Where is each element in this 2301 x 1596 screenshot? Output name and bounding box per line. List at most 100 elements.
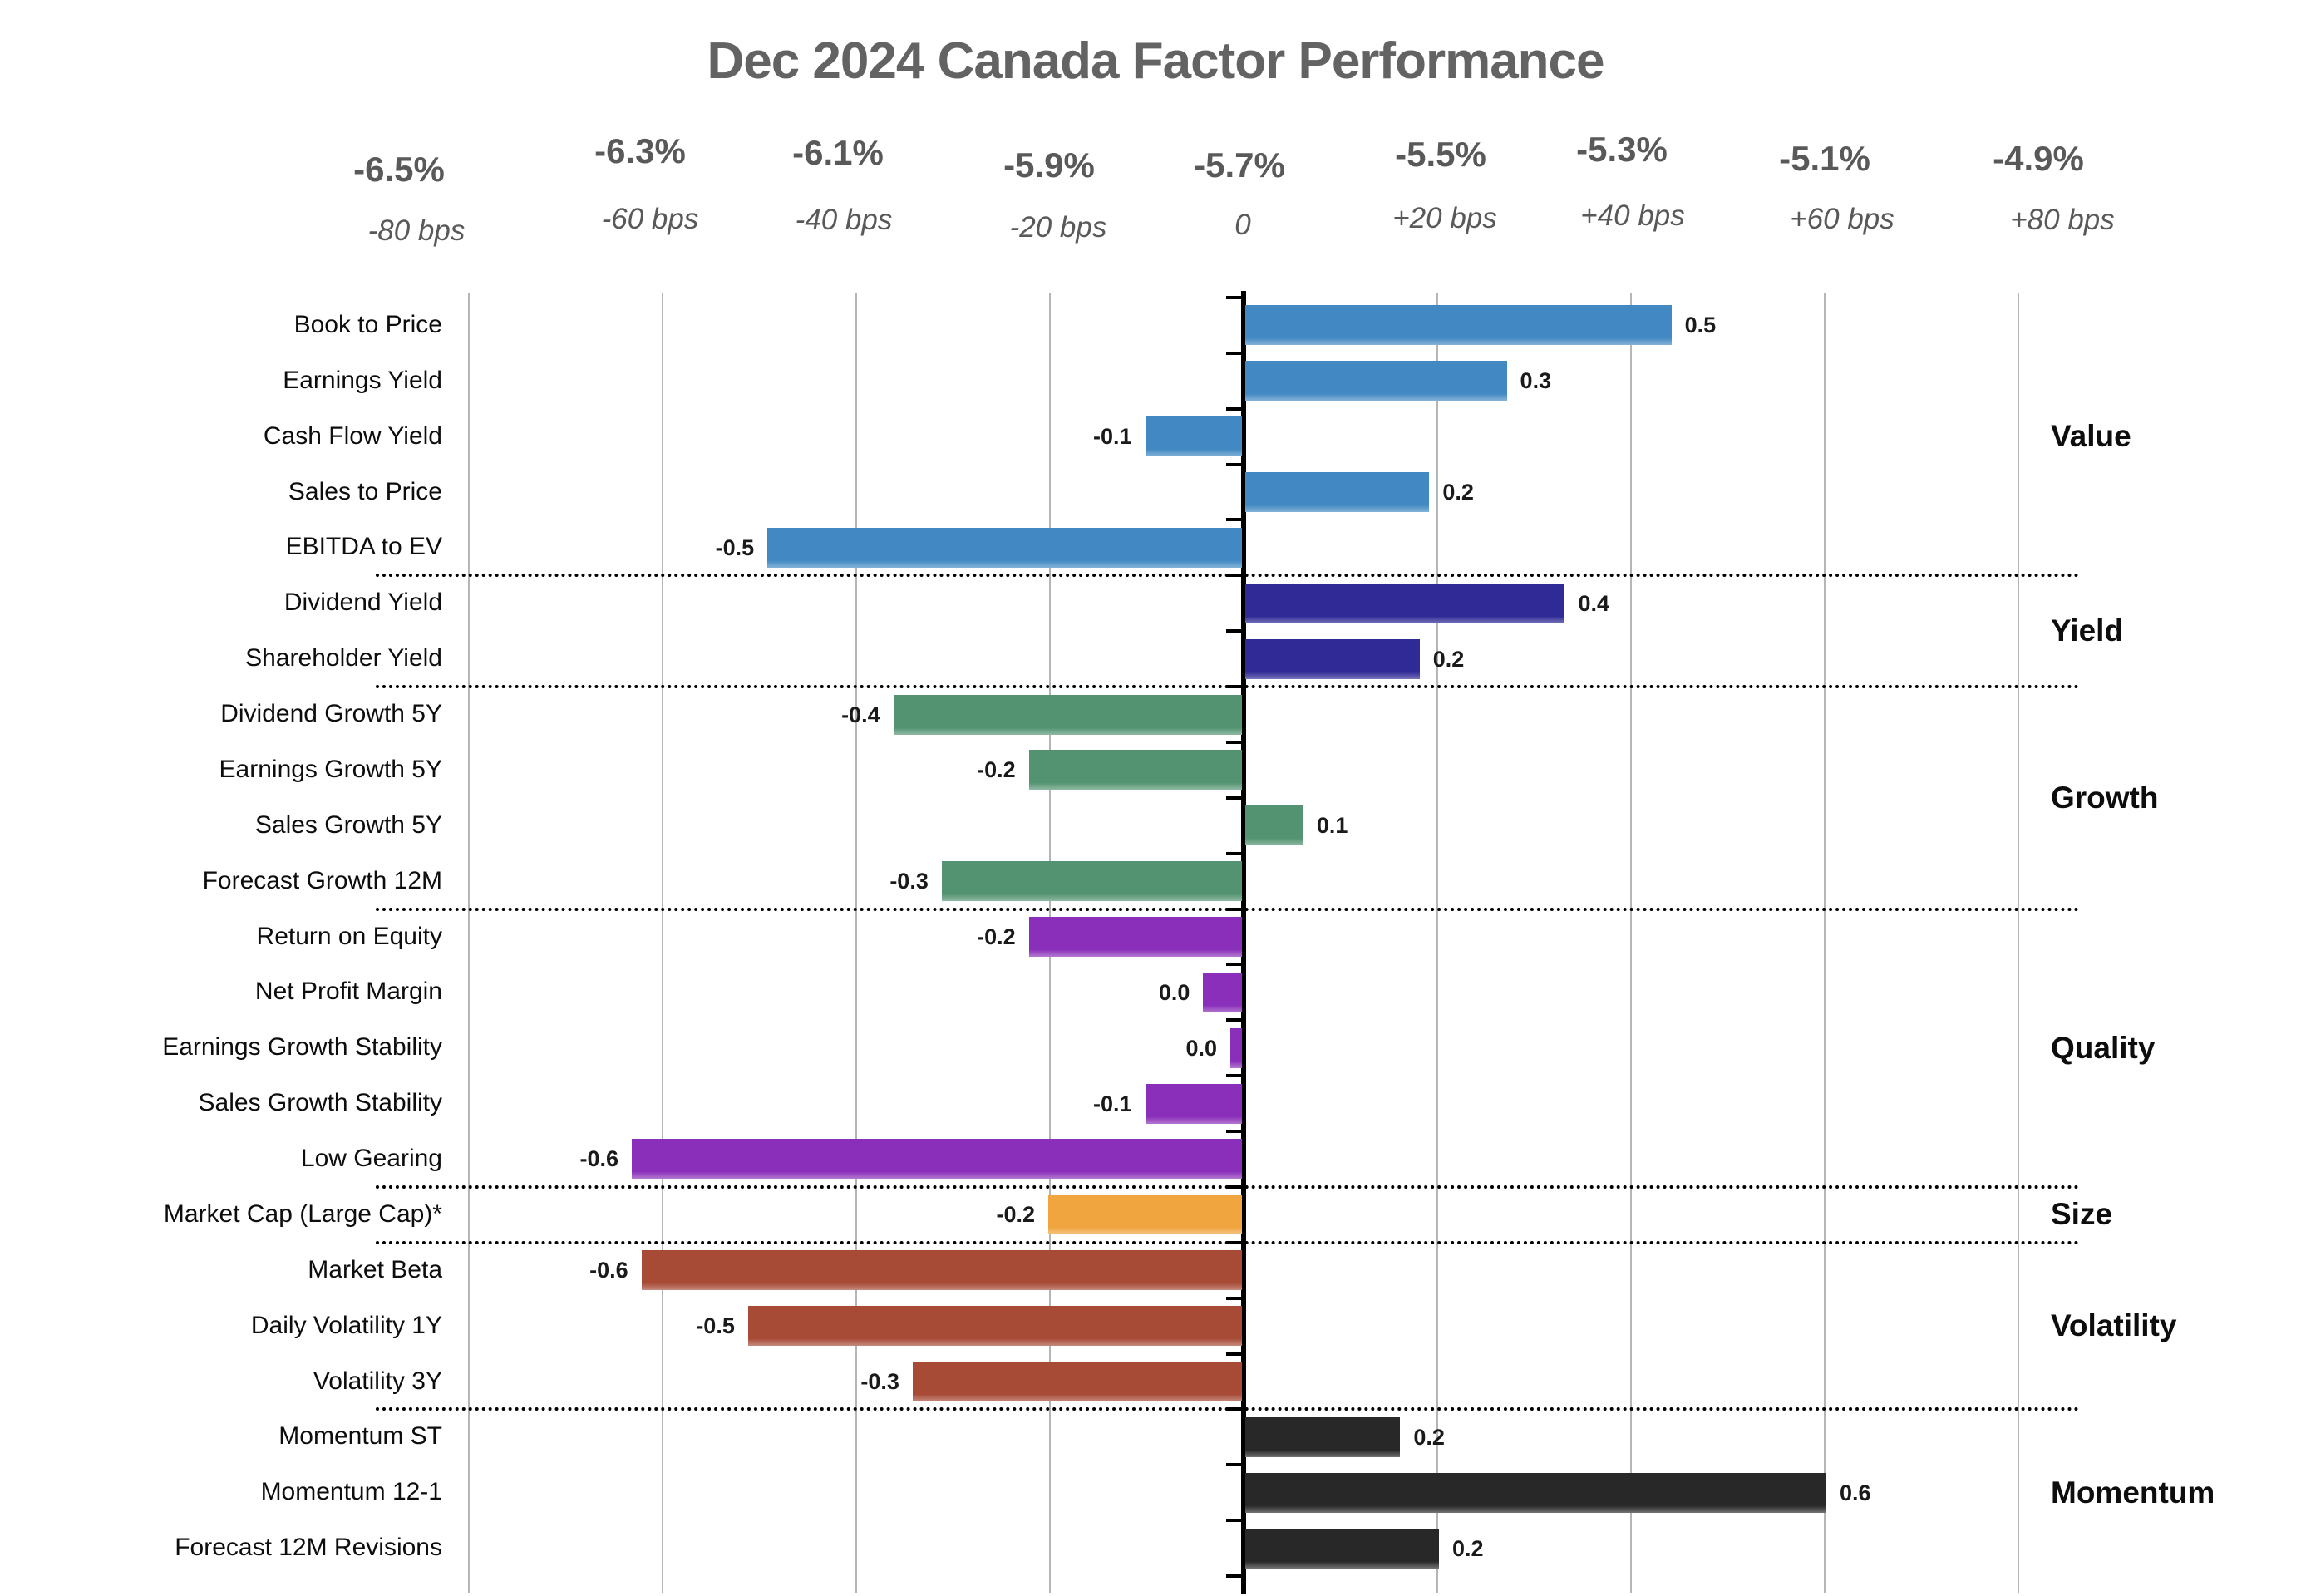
zero-axis-line <box>1241 291 1246 1594</box>
factor-bar <box>941 861 1242 902</box>
axis-tick <box>1226 796 1241 800</box>
axis-bps-label: +40 bps <box>1580 200 1685 232</box>
bar-value-label: -0.1 <box>1092 1091 1132 1116</box>
axis-bps-label: -40 bps <box>795 204 893 236</box>
axis-tick <box>1226 1296 1241 1300</box>
axis-tick <box>1226 462 1241 466</box>
bar-value-label: -0.5 <box>715 534 755 560</box>
factor-label: Earnings Growth 5Y <box>219 755 442 783</box>
section-separator <box>376 685 2080 689</box>
bar-value-label: -0.1 <box>1092 424 1132 450</box>
factor-label: Momentum ST <box>278 1422 442 1451</box>
section-separator <box>376 574 2080 578</box>
factor-label: Earnings Yield <box>283 366 442 394</box>
axis-tick <box>1226 1074 1241 1078</box>
axis-tick <box>1226 1463 1241 1467</box>
factor-bar <box>893 694 1242 735</box>
category-label: Growth <box>2051 780 2159 815</box>
axis-tick <box>1226 851 1241 855</box>
factor-label: Return on Equity <box>256 922 442 950</box>
bar-value-label: -0.3 <box>860 1368 899 1394</box>
category-label: Volatility <box>2051 1308 2177 1343</box>
factor-bar <box>1245 638 1420 679</box>
category-label: Size <box>2051 1197 2113 1232</box>
factor-label: Net Profit Margin <box>254 978 442 1006</box>
bar-value-label: -0.6 <box>579 1146 619 1172</box>
factor-label: Forecast 12M Revisions <box>175 1534 442 1562</box>
gridline <box>2018 293 2019 1593</box>
axis-tick <box>1226 518 1241 522</box>
category-label: Value <box>2051 419 2131 454</box>
axis-bps-label: -20 bps <box>1009 211 1107 244</box>
gridline <box>1824 293 1826 1593</box>
bar-value-label: -0.2 <box>977 924 1016 949</box>
factor-label: Shareholder Yield <box>245 644 442 672</box>
bar-value-label: -0.3 <box>889 869 929 894</box>
factor-bar <box>1245 1472 1826 1513</box>
axis-percent-label: -5.9% <box>1003 145 1095 185</box>
section-separator <box>376 1240 2080 1244</box>
chart-title: Dec 2024 Canada Factor Performance <box>707 32 1604 90</box>
factor-label: Sales to Price <box>288 477 442 505</box>
factor-label: Forecast Growth 12M <box>202 866 442 894</box>
factor-bar <box>1245 805 1303 846</box>
bar-value-label: 0.1 <box>1316 813 1348 839</box>
factor-label: Book to Price <box>293 311 442 338</box>
bar-value-label: -0.4 <box>841 702 880 727</box>
axis-tick <box>1226 1519 1241 1523</box>
factor-bar <box>1245 583 1565 623</box>
factor-label: Earnings Growth Stability <box>162 1033 442 1062</box>
factor-label: Market Cap (Large Cap)* <box>163 1199 442 1228</box>
bar-value-label: -0.5 <box>696 1313 735 1339</box>
category-label: Quality <box>2051 1030 2156 1065</box>
axis-percent-label: -6.1% <box>792 133 884 172</box>
factor-bar <box>1245 305 1672 346</box>
factor-bar <box>912 1361 1242 1401</box>
bar-value-label: 0.4 <box>1578 590 1609 616</box>
factor-bar <box>641 1250 1242 1291</box>
axis-percent-label: -6.5% <box>353 150 445 189</box>
factor-bar <box>1230 1027 1242 1068</box>
axis-tick <box>1226 1018 1241 1022</box>
section-separator <box>376 1185 2080 1189</box>
factor-label: Low Gearing <box>300 1145 442 1173</box>
bar-value-label: 0.0 <box>1185 1035 1218 1061</box>
axis-tick <box>1226 1352 1241 1356</box>
axis-percent-label: -6.3% <box>594 131 686 170</box>
factor-bar <box>1048 1195 1242 1235</box>
factor-bar <box>767 527 1242 568</box>
factor-label: Volatility 3Y <box>313 1367 442 1395</box>
factor-bar <box>1028 750 1242 791</box>
factor-label: Dividend Yield <box>283 589 442 617</box>
bar-value-label: 0.5 <box>1684 313 1717 338</box>
section-separator <box>376 907 2080 911</box>
factor-label: Sales Growth Stability <box>198 1089 442 1117</box>
factor-label: Daily Volatility 1Y <box>250 1311 442 1339</box>
factor-bar <box>1145 1083 1242 1124</box>
bar-value-label: 0.6 <box>1840 1480 1871 1505</box>
axis-tick <box>1226 1574 1241 1578</box>
factor-bar <box>1203 972 1242 1012</box>
axis-tick <box>1226 963 1241 967</box>
factor-label: Cash Flow Yield <box>263 421 442 450</box>
section-separator <box>376 1407 2080 1411</box>
axis-bps-label: +60 bps <box>1790 203 1895 235</box>
axis-tick <box>1226 629 1241 633</box>
axis-bps-label: -80 bps <box>367 214 466 247</box>
bar-value-label: 0.2 <box>1432 646 1465 672</box>
axis-bps-label: 0 <box>1234 209 1251 241</box>
axis-bps-label: +20 bps <box>1392 202 1497 234</box>
factor-bar <box>1028 917 1242 957</box>
gridline <box>1630 293 1632 1593</box>
category-label: Momentum <box>2051 1475 2215 1510</box>
bar-value-label: 0.0 <box>1158 979 1190 1005</box>
factor-bar <box>1145 416 1242 457</box>
gridline <box>468 293 470 1593</box>
gridline <box>1436 293 1438 1593</box>
axis-percent-label: -5.7% <box>1194 145 1285 185</box>
factor-bar <box>1245 1416 1401 1457</box>
axis-tick <box>1226 296 1241 299</box>
category-label: Yield <box>2051 613 2124 648</box>
factor-bar <box>1245 472 1430 513</box>
